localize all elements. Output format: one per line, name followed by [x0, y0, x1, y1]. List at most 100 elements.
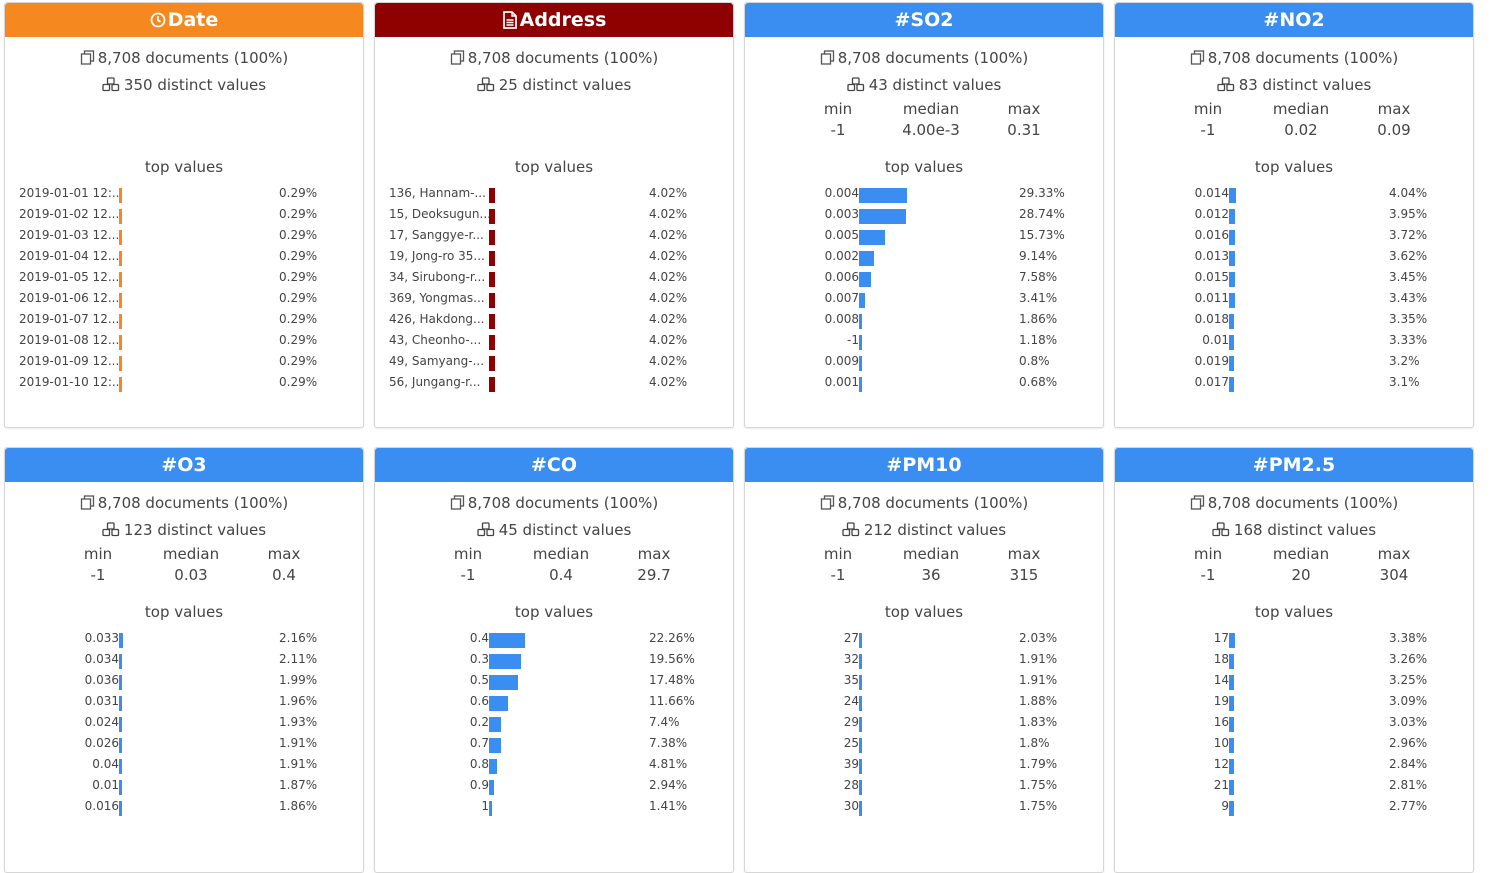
top-value-row[interactable]: 34, Sirubong-r... 4.02% — [375, 267, 733, 288]
top-value-row[interactable]: 369, Yongmas... 4.02% — [375, 288, 733, 309]
field-header[interactable]: Address — [375, 3, 733, 37]
top-value-row[interactable]: 0.034 2.11% — [5, 649, 363, 670]
top-value-row[interactable]: 0.019 3.2% — [1115, 351, 1473, 372]
document-icon — [502, 11, 518, 31]
top-value-row[interactable]: 0.018 3.35% — [1115, 309, 1473, 330]
top-value-row[interactable]: 426, Hakdong... 4.02% — [375, 309, 733, 330]
top-value-row[interactable]: 0.009 0.8% — [745, 351, 1103, 372]
top-value-row[interactable]: 0.007 3.41% — [745, 288, 1103, 309]
top-value-row[interactable]: 0.016 1.86% — [5, 796, 363, 817]
top-value-row[interactable]: 0.013 3.62% — [1115, 246, 1473, 267]
top-value-row[interactable]: 25 1.8% — [745, 733, 1103, 754]
top-value-row[interactable]: 9 2.77% — [1115, 796, 1473, 817]
top-value-row[interactable]: 35 1.91% — [745, 670, 1103, 691]
field-header[interactable]: #PM2.5 — [1115, 448, 1473, 482]
top-value-row[interactable]: 18 3.26% — [1115, 649, 1473, 670]
field-header[interactable]: #PM10 — [745, 448, 1103, 482]
top-value-bar — [489, 717, 501, 732]
top-value-row[interactable]: 21 2.81% — [1115, 775, 1473, 796]
top-value-row[interactable]: 19 3.09% — [1115, 691, 1473, 712]
top-value-row[interactable]: 0.012 3.95% — [1115, 204, 1473, 225]
top-value-row[interactable]: 30 1.75% — [745, 796, 1103, 817]
top-value-row[interactable]: 0.01 1.87% — [5, 775, 363, 796]
top-value-row[interactable]: 43, Cheonho-... 4.02% — [375, 330, 733, 351]
top-value-row[interactable]: 2019-01-03 12... 0.29% — [5, 225, 363, 246]
top-value-row[interactable]: 2019-01-08 12... 0.29% — [5, 330, 363, 351]
top-value-row[interactable]: 0.4 22.26% — [375, 628, 733, 649]
top-value-row[interactable]: 0.036 1.99% — [5, 670, 363, 691]
top-value-row[interactable]: 0.6 11.66% — [375, 691, 733, 712]
top-value-row[interactable]: 1 1.41% — [375, 796, 733, 817]
top-value-name: 2019-01-09 12... — [19, 354, 119, 368]
top-value-row[interactable]: 2019-01-04 12... 0.29% — [5, 246, 363, 267]
top-value-row[interactable]: 0.9 2.94% — [375, 775, 733, 796]
top-value-row[interactable]: 0.006 7.58% — [745, 267, 1103, 288]
top-value-row[interactable]: 0.024 1.93% — [5, 712, 363, 733]
field-header[interactable]: #NO2 — [1115, 3, 1473, 37]
top-value-row[interactable]: 17, Sanggye-r... 4.02% — [375, 225, 733, 246]
top-value-row[interactable]: 2019-01-10 12:... 0.29% — [5, 372, 363, 393]
top-value-row[interactable]: 136, Hannam-... 4.02% — [375, 183, 733, 204]
distinct-text: 350 distinct values — [123, 76, 267, 94]
top-value-row[interactable]: 0.008 1.86% — [745, 309, 1103, 330]
top-value-percent: 4.02% — [649, 186, 688, 200]
top-value-row[interactable]: 10 2.96% — [1115, 733, 1473, 754]
top-value-row[interactable]: 0.3 19.56% — [375, 649, 733, 670]
top-value-row[interactable]: 17 3.38% — [1115, 628, 1473, 649]
top-value-bar — [489, 209, 495, 224]
top-value-row[interactable]: 2019-01-05 12... 0.29% — [5, 267, 363, 288]
top-value-row[interactable]: 0.015 3.45% — [1115, 267, 1473, 288]
top-value-row[interactable]: 0.004 29.33% — [745, 183, 1103, 204]
top-value-row[interactable]: 0.011 3.43% — [1115, 288, 1473, 309]
top-value-row[interactable]: 49, Samyang-... 4.02% — [375, 351, 733, 372]
documents-text: 8,708 documents (100%) — [837, 494, 1029, 512]
top-value-row[interactable]: 0.7 7.38% — [375, 733, 733, 754]
field-header[interactable]: Date — [5, 3, 363, 37]
documents-text: 8,708 documents (100%) — [837, 49, 1029, 67]
top-value-row[interactable]: 14 3.25% — [1115, 670, 1473, 691]
top-value-row[interactable]: 0.2 7.4% — [375, 712, 733, 733]
top-value-percent: 3.95% — [1389, 207, 1428, 221]
top-value-row[interactable]: 29 1.83% — [745, 712, 1103, 733]
top-value-row[interactable]: 0.04 1.91% — [5, 754, 363, 775]
top-value-row[interactable]: 2019-01-06 12... 0.29% — [5, 288, 363, 309]
top-value-row[interactable]: 12 2.84% — [1115, 754, 1473, 775]
top-value-row[interactable]: 0.005 15.73% — [745, 225, 1103, 246]
top-value-row[interactable]: 39 1.79% — [745, 754, 1103, 775]
top-value-row[interactable]: 0.01 3.33% — [1115, 330, 1473, 351]
top-value-percent: 1.86% — [1019, 312, 1058, 326]
top-value-row[interactable]: 19, Jong-ro 35... 4.02% — [375, 246, 733, 267]
top-value-row[interactable]: 27 2.03% — [745, 628, 1103, 649]
top-value-row[interactable]: 2019-01-02 12... 0.29% — [5, 204, 363, 225]
top-value-row[interactable]: 0.001 0.68% — [745, 372, 1103, 393]
top-value-row[interactable]: 0.016 3.72% — [1115, 225, 1473, 246]
top-value-row[interactable]: 0.033 2.16% — [5, 628, 363, 649]
top-value-row[interactable]: 28 1.75% — [745, 775, 1103, 796]
top-value-row[interactable]: 32 1.91% — [745, 649, 1103, 670]
field-header[interactable]: #SO2 — [745, 3, 1103, 37]
top-value-row[interactable]: 16 3.03% — [1115, 712, 1473, 733]
field-header[interactable]: #CO — [375, 448, 733, 482]
top-value-bar — [489, 759, 497, 774]
top-value-row[interactable]: 2019-01-01 12:... 0.29% — [5, 183, 363, 204]
top-value-percent: 9.14% — [1019, 249, 1058, 263]
top-value-row[interactable]: 0.031 1.96% — [5, 691, 363, 712]
documents-count: 8,708 documents (100%) — [745, 490, 1103, 517]
top-value-row[interactable]: 0.017 3.1% — [1115, 372, 1473, 393]
top-value-percent: 1.8% — [1019, 736, 1050, 750]
top-value-row[interactable]: 2019-01-07 12... 0.29% — [5, 309, 363, 330]
top-value-row[interactable]: 0.003 28.74% — [745, 204, 1103, 225]
top-value-row[interactable]: 0.014 4.04% — [1115, 183, 1473, 204]
median-value: 0.4 — [549, 566, 573, 584]
field-header[interactable]: #O3 — [5, 448, 363, 482]
top-value-row[interactable]: 15, Deoksugun... 4.02% — [375, 204, 733, 225]
top-value-row[interactable]: 24 1.88% — [745, 691, 1103, 712]
top-value-row[interactable]: 2019-01-09 12... 0.29% — [5, 351, 363, 372]
top-value-row[interactable]: 0.002 9.14% — [745, 246, 1103, 267]
top-value-row[interactable]: 0.5 17.48% — [375, 670, 733, 691]
top-value-row[interactable]: 0.8 4.81% — [375, 754, 733, 775]
top-value-row[interactable]: -1 1.18% — [745, 330, 1103, 351]
top-value-percent: 1.18% — [1019, 333, 1058, 347]
top-value-row[interactable]: 56, Jungang-r... 4.02% — [375, 372, 733, 393]
top-value-row[interactable]: 0.026 1.91% — [5, 733, 363, 754]
